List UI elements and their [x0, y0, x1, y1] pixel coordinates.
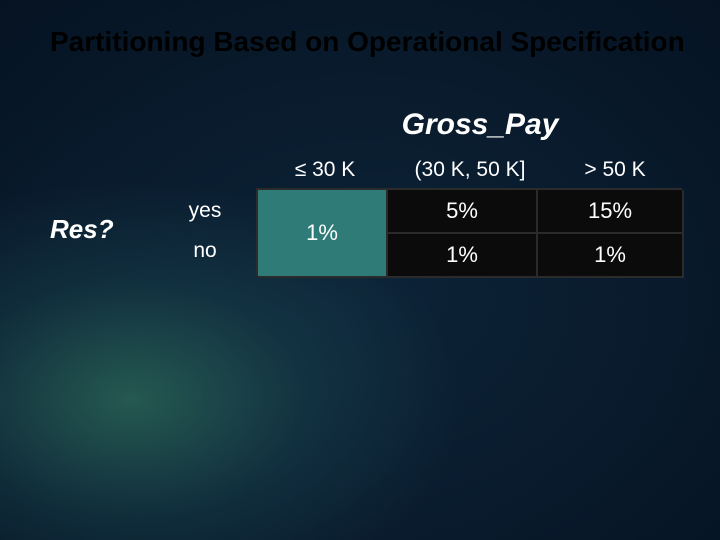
column-header-2: (30 K, 50 K] [395, 158, 545, 182]
cell-r0c2: 15% [538, 190, 684, 234]
row-group-title: Res? [50, 214, 114, 245]
slide-title: Partitioning Based on Operational Specif… [50, 26, 690, 58]
column-header-1: ≤ 30 K [265, 158, 385, 182]
cell-r1c1: 1% [388, 234, 538, 278]
column-group-title: Gross_Pay [330, 108, 630, 142]
cell-r1c2: 1% [538, 234, 684, 278]
row-header-2: no [165, 239, 245, 263]
cell-r0c1: 5% [388, 190, 538, 234]
cell-merged: 1% [258, 190, 388, 278]
row-header-1: yes [165, 199, 245, 223]
data-table: 1% 5% 15% 1% 1% [256, 188, 682, 276]
column-header-3: > 50 K [555, 158, 675, 182]
